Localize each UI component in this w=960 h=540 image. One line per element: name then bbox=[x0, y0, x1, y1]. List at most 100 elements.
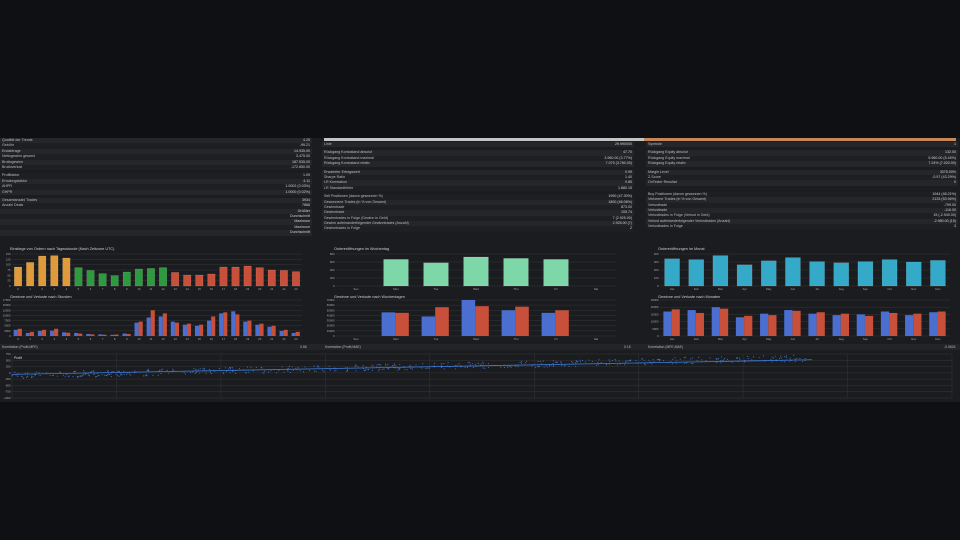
hours-pl-bar bbox=[37, 330, 42, 336]
scatter-point bbox=[130, 374, 132, 376]
scatter-point bbox=[287, 367, 289, 369]
hours-pl-bar bbox=[150, 310, 155, 336]
scatter-point bbox=[739, 358, 741, 360]
scatter-point bbox=[427, 367, 429, 369]
stat-label: Rückgang Equity absolut bbox=[648, 150, 688, 155]
scatter-point bbox=[801, 360, 803, 362]
x-tick-label: 19 bbox=[246, 287, 250, 291]
y-tick-label: 125 bbox=[6, 257, 11, 261]
hours-pl-bar bbox=[279, 330, 284, 336]
scatter-point bbox=[321, 369, 324, 371]
month-entries-bar bbox=[664, 258, 680, 287]
scatter-point bbox=[110, 375, 113, 378]
stat-value: 1800 (46.06%) bbox=[608, 199, 632, 204]
stat-value: 4.11 bbox=[303, 178, 310, 183]
hours-pl-bar bbox=[267, 326, 272, 336]
stat-label: Gewinntrades in Folge (Gewinn in Geld) bbox=[324, 215, 388, 220]
stat-value: 1 bbox=[954, 142, 956, 146]
scatter-point bbox=[560, 361, 562, 363]
scatter-point bbox=[392, 365, 394, 367]
scatter-point bbox=[563, 365, 565, 367]
scatter-point bbox=[779, 357, 781, 360]
weekday-pl-bar bbox=[421, 316, 436, 336]
stat-row: Durchschnitt bbox=[0, 230, 312, 236]
weekday-pl-bar bbox=[461, 300, 476, 336]
scatter-point bbox=[160, 369, 162, 371]
y-tick-label: -500 bbox=[5, 383, 11, 387]
stat-value: 1.09 bbox=[303, 173, 310, 178]
x-tick-label: 21 bbox=[270, 337, 274, 341]
hours-pl-bar bbox=[259, 323, 264, 336]
scatter-trend-line bbox=[11, 359, 813, 375]
y-tick-label: 10000 bbox=[327, 329, 335, 333]
scatter-point bbox=[691, 363, 693, 365]
scatter-point bbox=[289, 371, 292, 374]
weekday-entries-bar bbox=[383, 259, 409, 287]
hours-pl-bar bbox=[98, 334, 103, 336]
stat-row: Bruttoverlust -172.650.00 bbox=[0, 164, 312, 171]
scatter-point bbox=[159, 370, 161, 372]
month-pl-bar bbox=[905, 315, 914, 336]
scatter-point bbox=[355, 364, 357, 366]
hours-entries-bar bbox=[147, 268, 155, 287]
scatter-point bbox=[97, 373, 99, 375]
y-tick-label: 800 bbox=[330, 252, 335, 256]
scatter-point bbox=[199, 368, 201, 370]
stat-row: Sharpe Ratio 1.40 bbox=[322, 174, 634, 181]
scatter-point bbox=[314, 370, 316, 372]
hours-pl-bar bbox=[25, 332, 30, 336]
x-tick-label: Tue bbox=[434, 287, 439, 291]
stats-column-3: Symbole 1 Rückgang Equity absolut 132.00 Rüc… bbox=[646, 142, 958, 230]
stat-label: Nettogewinn gesamt bbox=[2, 154, 35, 159]
scatter-point bbox=[118, 370, 120, 372]
scatter-point bbox=[663, 359, 665, 361]
scatter-point bbox=[524, 362, 526, 364]
stat-label: Profitfaktor bbox=[2, 173, 20, 178]
stat-row: Verlusttrades in Folge (Verlust in Geld)… bbox=[646, 213, 958, 219]
x-tick-label: Nov bbox=[911, 287, 917, 291]
scatter-point bbox=[781, 360, 783, 362]
stat-value: 5.960.00 (5.44%) bbox=[928, 155, 956, 160]
scatter-point bbox=[152, 374, 154, 376]
month-pl-bar bbox=[768, 315, 777, 336]
stat-row: Verlusttrade -799.00 bbox=[646, 202, 958, 208]
weekday-entries-bar bbox=[503, 258, 529, 287]
month-entries-bar bbox=[809, 261, 825, 287]
scatter-point bbox=[690, 358, 692, 360]
scatter-point bbox=[126, 374, 128, 376]
stat-row: Sell Positionen (davon gewonnen %) 1990 (… bbox=[322, 194, 634, 200]
scatter-legend: Profit bbox=[14, 356, 22, 360]
month-pl-bar bbox=[711, 307, 720, 336]
stat-label: Erwarteter Ertragswert bbox=[324, 169, 360, 174]
scatter-point bbox=[365, 369, 367, 371]
scatter-point bbox=[615, 360, 617, 362]
scatter-point bbox=[608, 359, 610, 361]
scatter-point bbox=[385, 364, 387, 367]
hours-pl-bar bbox=[186, 323, 192, 336]
chart-title-month: Ordereröffnungen im Monat bbox=[658, 247, 705, 251]
hours-entries-bar bbox=[134, 268, 143, 287]
scatter-point bbox=[190, 372, 192, 374]
scatter-point bbox=[469, 362, 471, 364]
correlation-1-value: 0.56 bbox=[300, 345, 307, 349]
scatter-point bbox=[38, 372, 40, 374]
x-tick-label: 21 bbox=[270, 287, 274, 291]
x-tick-label: 19 bbox=[246, 337, 250, 341]
scatter-point bbox=[397, 367, 399, 369]
y-tick-label: 12500 bbox=[3, 308, 11, 312]
scatter-point bbox=[111, 370, 113, 372]
stat-value: 0 bbox=[954, 180, 956, 185]
chart-title-month-pl: Gewinne und Verluste nach Monaten bbox=[658, 295, 721, 299]
scatter-point bbox=[205, 372, 207, 374]
scatter-point bbox=[789, 357, 791, 359]
scatter-point bbox=[675, 362, 677, 364]
scatter-point bbox=[166, 369, 168, 371]
scatter-point bbox=[197, 369, 199, 371]
scatter-point bbox=[397, 369, 399, 371]
scatter-point bbox=[49, 374, 51, 376]
stat-value: 3.960.00 (3.77%) bbox=[604, 155, 632, 160]
stat-value: 1.0002 (0.03%) bbox=[285, 184, 310, 189]
month-pl-bar bbox=[687, 310, 696, 336]
scatter-point bbox=[624, 361, 627, 363]
weekday-entries-bar bbox=[543, 259, 569, 287]
